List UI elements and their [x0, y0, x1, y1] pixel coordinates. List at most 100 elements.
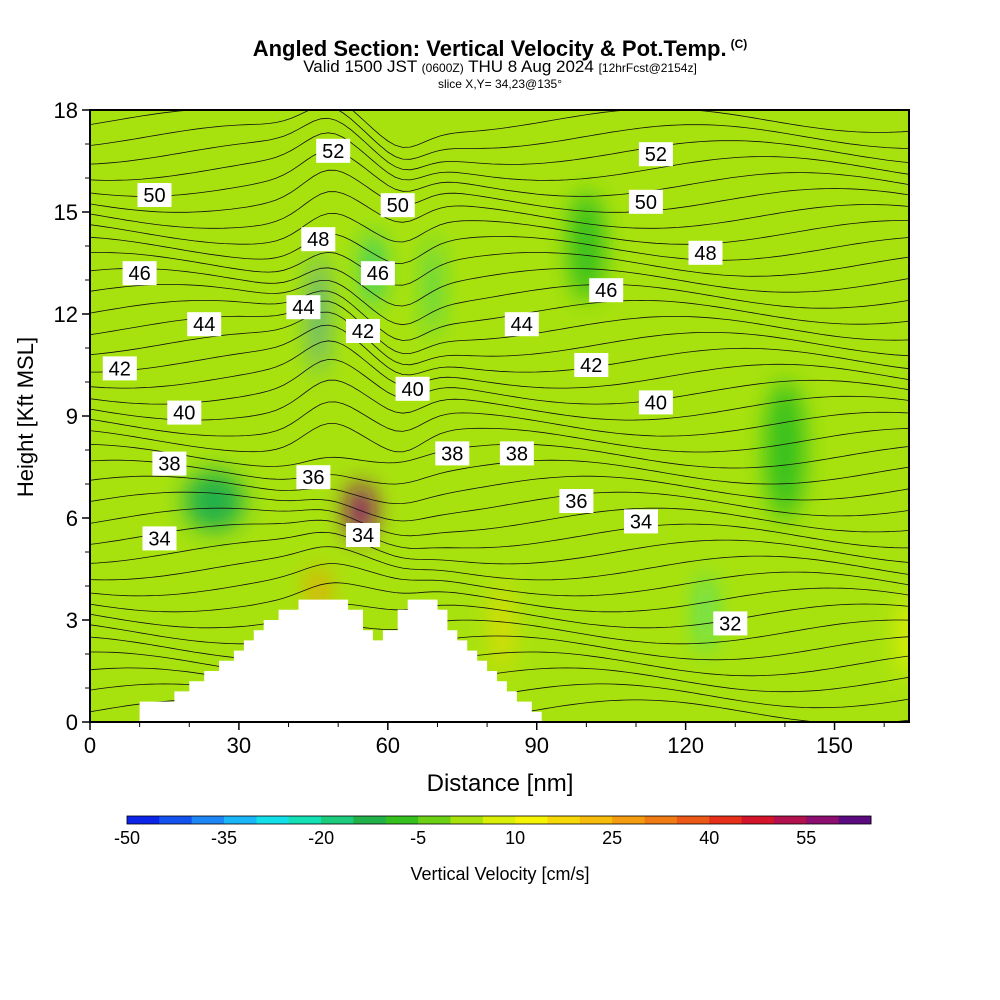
y-axis-label: Height [Kft MSL] [13, 337, 38, 497]
x-tick-label: 90 [524, 733, 548, 758]
contour-label-box [499, 441, 534, 466]
slice-info: slice X,Y= 34,23@135° [437, 77, 563, 91]
colorbar-swatch [450, 816, 484, 824]
contour-label: 32 [713, 611, 748, 636]
contour-label-text: 52 [322, 141, 344, 163]
theta-contour-line [90, 233, 909, 264]
contour-label-text: 50 [143, 185, 165, 207]
theta-contour-line [90, 280, 909, 326]
contour-label: 36 [296, 465, 331, 490]
theta-contour-line [90, 212, 909, 245]
contour-label-text: 50 [635, 192, 657, 214]
theta-contour-line [90, 149, 909, 197]
contour-label-text: 38 [506, 443, 528, 465]
theta-contour-line [90, 300, 909, 354]
contour-label: 34 [346, 523, 380, 547]
contour-label-box [346, 319, 380, 343]
terrain-mask [139, 599, 542, 722]
contour-label-text: 36 [565, 491, 587, 513]
y-tick-label: 3 [66, 608, 78, 633]
theta-contour-line [90, 290, 909, 341]
theta-contour-line [90, 401, 909, 437]
contour-label-text: 38 [158, 454, 180, 476]
theta-contour-line [90, 519, 909, 549]
contour-label-box [638, 390, 673, 415]
contour-label-text: 42 [109, 358, 131, 380]
colorbar-swatch [482, 816, 516, 824]
theta-contour-line [90, 546, 909, 581]
contour-label-box [102, 356, 137, 381]
colorbar-swatch [385, 816, 419, 824]
contour-label-text: 42 [352, 321, 374, 343]
theta-contour-line [90, 459, 909, 485]
contour-label: 40 [167, 400, 202, 425]
contour-label: 46 [589, 278, 624, 303]
forecast-info: [12hrFcst@2154z] [598, 61, 697, 75]
colorbar-label: Vertical Velocity [cm/s] [410, 864, 589, 884]
theta-contour-line [90, 132, 909, 181]
contour-label: 50 [380, 193, 415, 218]
colorbar-tick-label: 10 [505, 828, 525, 848]
contour-label: 50 [137, 183, 172, 207]
x-tick-label: 0 [84, 733, 96, 758]
y-tick-label: 6 [66, 506, 78, 531]
contour-label: 48 [688, 240, 723, 265]
velocity-cell [427, 236, 438, 337]
contour-label-box [316, 138, 351, 163]
valid-utc: (0600Z) [421, 61, 464, 75]
contour-label-text: 34 [148, 528, 170, 550]
colorbar-frame [126, 815, 872, 825]
theta-contour-line [90, 340, 909, 389]
colorbar-swatch [709, 816, 743, 824]
theta-contour-line [90, 169, 909, 213]
contour-label-text: 44 [292, 297, 314, 319]
contour-label-text: 40 [173, 403, 195, 425]
colorbar-swatch [321, 816, 354, 824]
y-tick-label: 12 [54, 302, 78, 327]
contour-label-box [589, 278, 624, 303]
x-tick-label: 120 [667, 733, 704, 758]
valid-date: THU 8 Aug 2024 [468, 57, 594, 76]
contour-label: 34 [142, 526, 177, 551]
contour-label-box [435, 441, 470, 466]
x-tick-label: 60 [376, 733, 400, 758]
contour-label-box [286, 295, 321, 320]
colorbar-swatch [159, 816, 193, 824]
theta-contour-line [90, 603, 909, 629]
velocity-cell [568, 191, 605, 301]
colorbar-swatch [612, 816, 645, 824]
contour-label-text: 46 [128, 263, 150, 285]
contour-label-text: 46 [595, 280, 617, 302]
y-tick-label: 18 [54, 98, 78, 123]
contour-label-text: 52 [645, 144, 667, 166]
x-tick-label: 30 [227, 733, 251, 758]
contour-label: 38 [152, 451, 187, 476]
contour-label-box [167, 400, 202, 425]
theta-contour-line [90, 423, 909, 453]
colorbar-swatch [806, 816, 840, 824]
theta-contour-line [90, 191, 909, 229]
theta-contour-line [90, 563, 909, 597]
x-axis-label: Distance [nm] [427, 770, 574, 797]
contour-label-box [296, 465, 331, 490]
contour-label-text: 44 [511, 314, 533, 336]
theta-contour-line [90, 635, 909, 661]
contour-label-box [504, 312, 539, 337]
contour-label-text: 40 [645, 392, 667, 414]
theta-contour-line [90, 491, 909, 522]
y-tick-label: 15 [54, 200, 78, 225]
colorbar-tick-label: -50 [114, 828, 140, 848]
chart-title: Angled Section: Vertical Velocity & Pot.… [0, 36, 1000, 62]
contour-label: 44 [504, 312, 539, 337]
contour-label: 36 [559, 489, 594, 513]
colorbar-swatch [515, 816, 548, 824]
theta-contour-line [90, 619, 909, 645]
colorbar-swatch [256, 816, 290, 824]
contour-label-box [137, 183, 172, 207]
contour-label-box [638, 142, 673, 167]
contour-label-box [574, 353, 609, 377]
contour-label-text: 48 [694, 243, 716, 265]
theta-contour-line [90, 531, 909, 565]
